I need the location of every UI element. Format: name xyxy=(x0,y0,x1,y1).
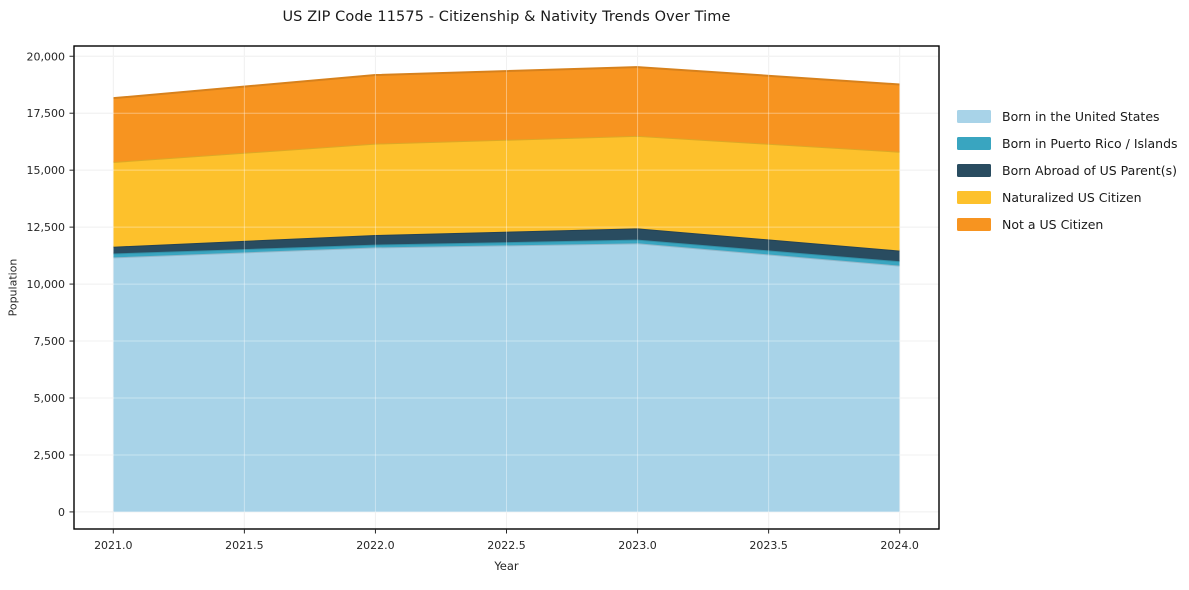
y-axis-label: Population xyxy=(6,258,20,317)
y-tick-label: 10,000 xyxy=(27,278,66,291)
area-layer-edge-4 xyxy=(113,66,900,100)
legend-label: Born in Puerto Rico / Islands xyxy=(1002,136,1178,151)
legend-item-0: Born in the United States xyxy=(957,103,1178,130)
y-tick-label: 12,500 xyxy=(27,221,66,234)
legend-swatch-icon xyxy=(957,218,991,231)
legend-item-3: Naturalized US Citizen xyxy=(957,184,1178,211)
y-tick-label: 7,500 xyxy=(34,335,66,348)
y-tick-label: 5,000 xyxy=(34,392,66,405)
area-layer-4 xyxy=(113,67,900,162)
chart-title: US ZIP Code 11575 - Citizenship & Nativi… xyxy=(282,9,731,25)
legend-swatch-icon xyxy=(957,137,991,150)
legend-label: Born Abroad of US Parent(s) xyxy=(1002,163,1177,178)
area-layer-2 xyxy=(113,228,900,262)
area-layer-0 xyxy=(113,243,900,512)
x-tick-label: 2022.5 xyxy=(487,539,526,552)
legend-item-4: Not a US Citizen xyxy=(957,211,1178,238)
legend-label: Naturalized US Citizen xyxy=(1002,190,1142,205)
area-layer-3 xyxy=(113,135,900,251)
legend-swatch-icon xyxy=(957,110,991,123)
y-tick-label: 20,000 xyxy=(27,50,66,63)
legend: Born in the United States Born in Puerto … xyxy=(957,103,1178,238)
legend-item-2: Born Abroad of US Parent(s) xyxy=(957,157,1178,184)
x-tick-label: 2023.0 xyxy=(618,539,657,552)
x-tick-label: 2022.0 xyxy=(356,539,395,552)
x-tick-label: 2024.0 xyxy=(880,539,919,552)
y-tick-label: 17,500 xyxy=(27,107,66,120)
legend-label: Not a US Citizen xyxy=(1002,217,1104,232)
legend-label: Born in the United States xyxy=(1002,109,1160,124)
y-tick-label: 0 xyxy=(58,506,65,519)
x-axis-label: Year xyxy=(494,559,519,573)
legend-swatch-icon xyxy=(957,164,991,177)
y-tick-label: 15,000 xyxy=(27,164,66,177)
x-tick-label: 2021.5 xyxy=(225,539,264,552)
legend-item-1: Born in Puerto Rico / Islands xyxy=(957,130,1178,157)
x-tick-label: 2023.5 xyxy=(749,539,788,552)
legend-swatch-icon xyxy=(957,191,991,204)
y-tick-label: 2,500 xyxy=(34,449,66,462)
area-layer-1 xyxy=(113,239,900,266)
x-tick-label: 2021.0 xyxy=(94,539,133,552)
